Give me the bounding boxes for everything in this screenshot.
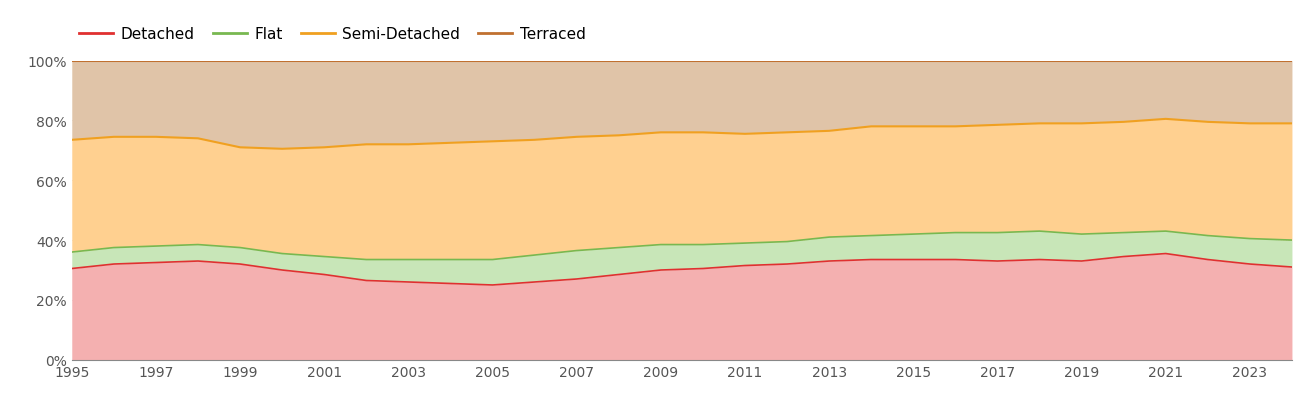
Legend: Detached, Flat, Semi-Detached, Terraced: Detached, Flat, Semi-Detached, Terraced: [80, 27, 586, 42]
